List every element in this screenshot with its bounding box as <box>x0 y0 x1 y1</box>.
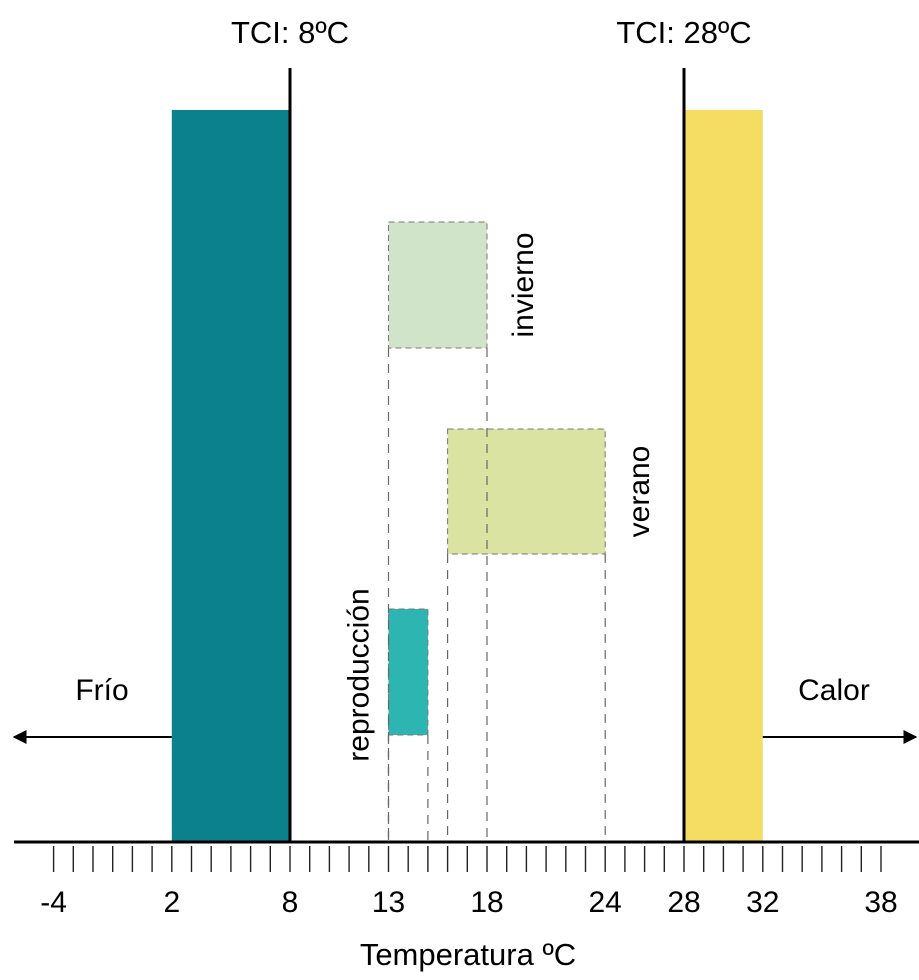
x-tick-label: 18 <box>470 886 503 919</box>
range-label-verano: verano <box>623 446 656 538</box>
x-tick-label: 8 <box>282 886 299 919</box>
range-box-invierno <box>388 221 488 349</box>
cold-zone-bar <box>171 110 290 842</box>
x-tick-label: 2 <box>163 886 180 919</box>
x-tick-label: 38 <box>864 886 897 919</box>
dashed-guide-lines <box>387 348 606 842</box>
x-axis-ticks <box>52 846 882 872</box>
uci-label: TCI: 28ºC <box>616 15 751 50</box>
hot-zone-bar <box>684 110 763 842</box>
x-tick-label: 24 <box>589 886 622 919</box>
range-label-reproduccion: reproducción <box>343 588 376 761</box>
x-axis-label: Temperatura ºC <box>360 937 576 972</box>
heat-label: Calor <box>798 674 870 707</box>
cold-label: Frío <box>75 674 128 707</box>
x-tick-label: 28 <box>667 886 700 919</box>
x-axis-tick-labels: -4 2 8 13 18 24 28 32 38 <box>40 886 897 919</box>
range-box-verano <box>447 428 606 555</box>
lci-label: TCI: 8ºC <box>231 15 349 50</box>
x-tick-label: -4 <box>40 886 67 919</box>
range-box-reproduccion <box>388 608 429 736</box>
x-tick-label: 32 <box>746 886 779 919</box>
range-label-invierno: invierno <box>507 232 540 337</box>
x-tick-label: 13 <box>372 886 405 919</box>
